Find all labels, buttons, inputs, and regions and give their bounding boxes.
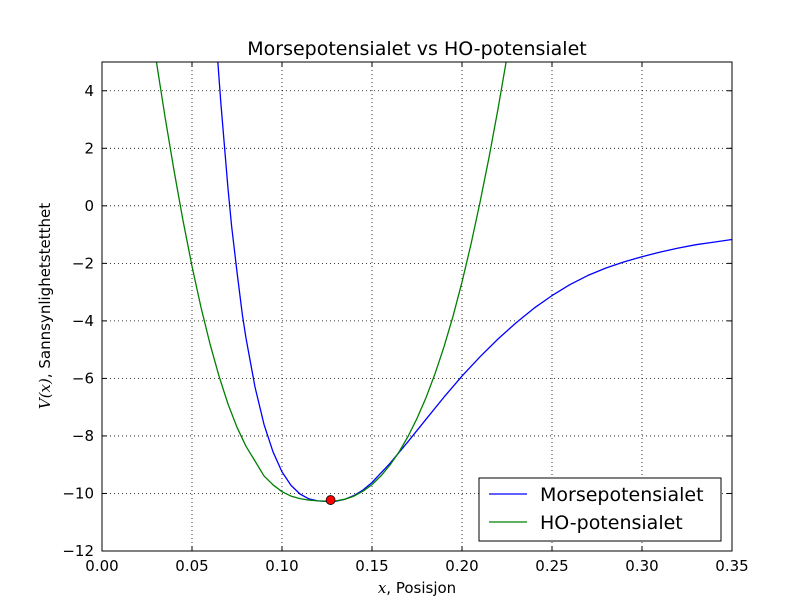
x-tick-label: 0.00 xyxy=(85,557,118,575)
y-tick-label: −8 xyxy=(72,427,94,445)
legend-box xyxy=(478,477,722,542)
series-line-morse xyxy=(217,62,732,503)
x-axis-variable: x xyxy=(378,579,387,597)
axes-frame xyxy=(101,61,733,552)
series-line-ho xyxy=(155,62,507,502)
chart-title: Morsepotensialet vs HO-potensialet xyxy=(247,38,586,60)
legend-label-ho: HO-potensialet xyxy=(540,512,683,534)
x-tick-label: 0.05 xyxy=(175,557,208,575)
y-tick-label: −2 xyxy=(72,254,94,272)
y-tick-label: 0 xyxy=(84,197,94,215)
y-tick-label: −12 xyxy=(62,542,94,560)
plot-series xyxy=(155,62,732,503)
x-axis-label: x, Posisjon xyxy=(378,579,456,597)
x-tick-label: 0.15 xyxy=(355,557,388,575)
legend-label-morse: Morsepotensialet xyxy=(540,484,704,506)
x-tick-label: 0.10 xyxy=(265,557,298,575)
x-tick-label: 0.25 xyxy=(535,557,568,575)
marker-layer xyxy=(325,495,336,505)
y-tick-label: −6 xyxy=(72,369,94,387)
y-tick-label: 2 xyxy=(84,139,94,157)
y-tick-label: −10 xyxy=(62,484,94,502)
minimum-point-marker xyxy=(325,495,336,505)
y-axis-label: V(x), Sannsynlighetstetthet xyxy=(36,203,54,409)
ticks: 0.00 0.05 0.10 0.15 0.20 0.25 0.30 0.35 −12 −10 −8… xyxy=(62,62,749,575)
grid xyxy=(102,62,732,551)
y-tick-label: 4 xyxy=(84,82,94,100)
x-axis-label-text: , Posisjon xyxy=(386,579,456,597)
y-tick-label: −4 xyxy=(72,312,94,330)
y-axis-variable: V(x) xyxy=(36,378,54,409)
y-axis-label-text: , Sannsynlighetstetthet xyxy=(36,203,54,378)
legend: Morsepotensialet HO-potensialet xyxy=(478,477,722,542)
x-tick-label: 0.30 xyxy=(625,557,658,575)
x-tick-label: 0.20 xyxy=(445,557,478,575)
x-tick-label: 0.35 xyxy=(715,557,748,575)
